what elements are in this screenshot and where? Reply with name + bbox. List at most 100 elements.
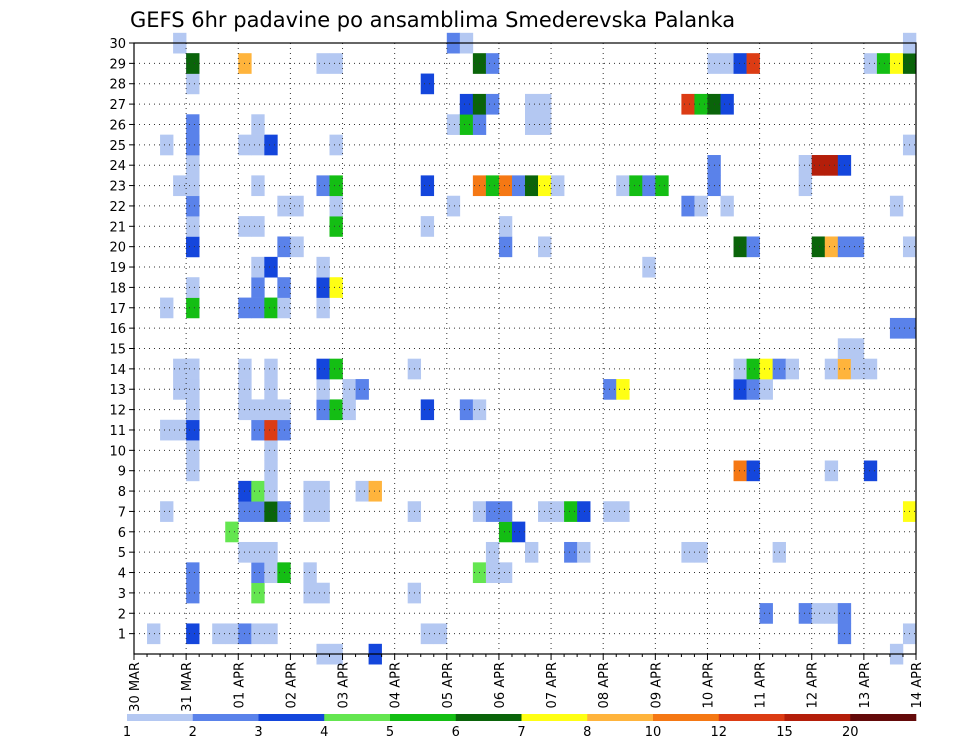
legend-label: 4 — [320, 725, 328, 740]
heatmap-cell — [811, 155, 826, 176]
heatmap-cell — [863, 358, 878, 380]
heatmap-cell — [459, 399, 474, 421]
heatmap-cell — [616, 379, 630, 400]
heatmap-cell — [420, 175, 435, 197]
heatmap-cell — [733, 460, 747, 482]
heatmap-cell — [212, 623, 226, 645]
heatmap-cell — [303, 562, 317, 584]
y-tick-label: 11 — [109, 424, 126, 439]
heatmap-cell — [459, 114, 474, 135]
heatmap-cell — [251, 134, 265, 156]
x-tick-label: 13 APR — [858, 662, 873, 708]
y-tick-label: 23 — [109, 180, 126, 195]
heatmap-cell — [186, 216, 200, 237]
heatmap-cell — [160, 419, 174, 441]
heatmap-cell — [316, 175, 330, 197]
heatmap-cell — [824, 358, 839, 380]
heatmap-cell — [186, 236, 200, 258]
heatmap-cell — [525, 175, 539, 197]
heatmap-cell — [316, 256, 330, 278]
x-tick-label: 05 APR — [441, 662, 456, 708]
y-tick-label: 24 — [109, 159, 126, 174]
heatmap-cell — [746, 236, 760, 258]
heatmap-cell — [251, 256, 265, 278]
heatmap-cells — [147, 32, 917, 665]
heatmap-cell — [186, 53, 200, 74]
heatmap-cell — [863, 460, 878, 482]
heatmap-cell — [186, 582, 200, 604]
heatmap-cell — [420, 399, 435, 421]
heatmap-cell — [264, 460, 278, 482]
y-tick-label: 30 — [109, 37, 126, 52]
heatmap-cell — [746, 379, 760, 400]
heatmap-cell — [264, 256, 278, 278]
y-tick-label: 14 — [109, 363, 126, 378]
heatmap-cell — [811, 603, 826, 624]
legend-label: 10 — [645, 725, 662, 740]
heatmap-cell — [850, 338, 865, 359]
heatmap-cell — [264, 440, 278, 461]
y-tick-label: 5 — [118, 546, 126, 561]
heatmap-cell — [186, 155, 200, 176]
heatmap-cell — [642, 175, 656, 197]
heatmap-cell — [329, 195, 343, 217]
heatmap-cell — [551, 175, 565, 197]
heatmap-cell — [251, 419, 265, 441]
heatmap-cell — [303, 480, 317, 502]
heatmap-cell — [889, 53, 904, 74]
heatmap-cell — [251, 623, 265, 645]
heatmap-cell — [759, 358, 773, 380]
y-tick-label: 6 — [118, 526, 126, 541]
heatmap-cell — [316, 297, 330, 319]
heatmap-cell — [264, 623, 278, 645]
heatmap-cell — [264, 501, 278, 522]
heatmap-cell — [498, 562, 513, 584]
heatmap-cell — [225, 623, 239, 645]
legend-swatch — [455, 714, 522, 721]
heatmap-cell — [811, 236, 826, 258]
x-tick-label: 11 APR — [754, 662, 769, 708]
heatmap-cell — [824, 236, 839, 258]
x-tick-label: 06 APR — [493, 662, 508, 708]
heatmap-cell — [160, 501, 174, 522]
legend-swatch — [324, 714, 391, 721]
legend-swatch — [192, 714, 259, 721]
heatmap-cell — [824, 603, 839, 624]
x-tick-label: 08 APR — [597, 662, 612, 708]
heatmap-cell — [733, 358, 747, 380]
heatmap-cell — [355, 379, 369, 400]
heatmap-cell — [355, 480, 369, 502]
legend-swatch — [258, 714, 325, 721]
heatmap-cell — [759, 603, 773, 624]
heatmap-cell — [329, 277, 343, 298]
legend-swatch — [653, 714, 720, 721]
heatmap-cell — [733, 236, 747, 258]
heatmap-cell — [616, 175, 630, 197]
heatmap-cell — [681, 93, 695, 115]
heatmap-cell — [186, 195, 200, 217]
heatmap-cell — [186, 460, 200, 482]
heatmap-cell — [798, 155, 813, 176]
legend-swatch — [521, 714, 588, 721]
heatmap-cell — [251, 399, 265, 421]
heatmap-cell — [642, 256, 656, 278]
heatmap-cell — [511, 175, 526, 197]
heatmap-cell — [446, 114, 461, 135]
legend-label: 3 — [254, 725, 262, 740]
y-tick-label: 8 — [118, 485, 126, 500]
legend-swatch — [718, 714, 785, 721]
heatmap-cell — [251, 582, 265, 604]
heatmap-cell — [889, 195, 904, 217]
heatmap-cell — [264, 358, 278, 380]
heatmap-cell — [186, 399, 200, 421]
x-tick-label: 10 APR — [701, 662, 716, 708]
heatmap-cell — [329, 216, 343, 237]
heatmap-cell — [329, 175, 343, 197]
legend-label: 2 — [189, 725, 197, 740]
y-tick-label: 4 — [118, 567, 126, 582]
heatmap-cell — [798, 603, 813, 624]
heatmap-cell — [251, 541, 265, 563]
heatmap-cell — [186, 379, 200, 400]
heatmap-cell — [564, 541, 578, 563]
heatmap-cell — [186, 175, 200, 197]
